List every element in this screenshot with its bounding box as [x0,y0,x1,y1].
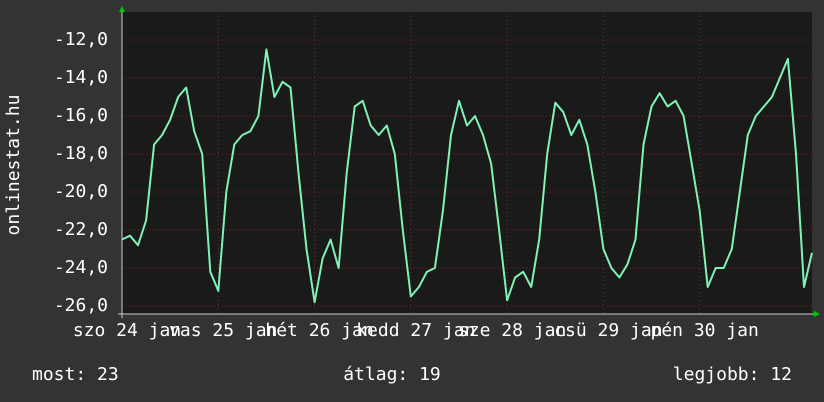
y-axis-label: onlinestat.hu [3,95,24,236]
y-tick-label: -14,0 [54,67,108,88]
y-tick-label: -22,0 [54,219,108,240]
grid [121,12,812,314]
x-tick-label: kedd 27 jan [356,320,475,341]
plot-area [122,12,812,314]
stat-average: átlag: 19 [343,364,441,385]
y-tick-label: -26,0 [54,295,108,316]
y-arrow [119,6,125,12]
series-line [121,48,813,304]
stat-best: legjobb: 12 [673,364,792,385]
x-tick-label: sze 28 jan [458,320,566,341]
x-arrow [814,311,820,317]
marks [121,48,813,304]
x-tick-label: pén 30 jan [650,320,758,341]
y-tick-label: -24,0 [54,257,108,278]
y-tick-label: -18,0 [54,143,108,164]
x-tick-label: szo 24 jan [73,320,181,341]
y-tick-label: -12,0 [54,29,108,50]
x-tick-label: vas 25 jan [169,320,277,341]
x-tick-label: hét 26 jan [265,320,373,341]
x-tick-label: csü 29 jan [554,320,662,341]
y-tick-label: -16,0 [54,105,108,126]
stat-current: most: 23 [32,364,119,385]
y-tick-label: -20,0 [54,181,108,202]
